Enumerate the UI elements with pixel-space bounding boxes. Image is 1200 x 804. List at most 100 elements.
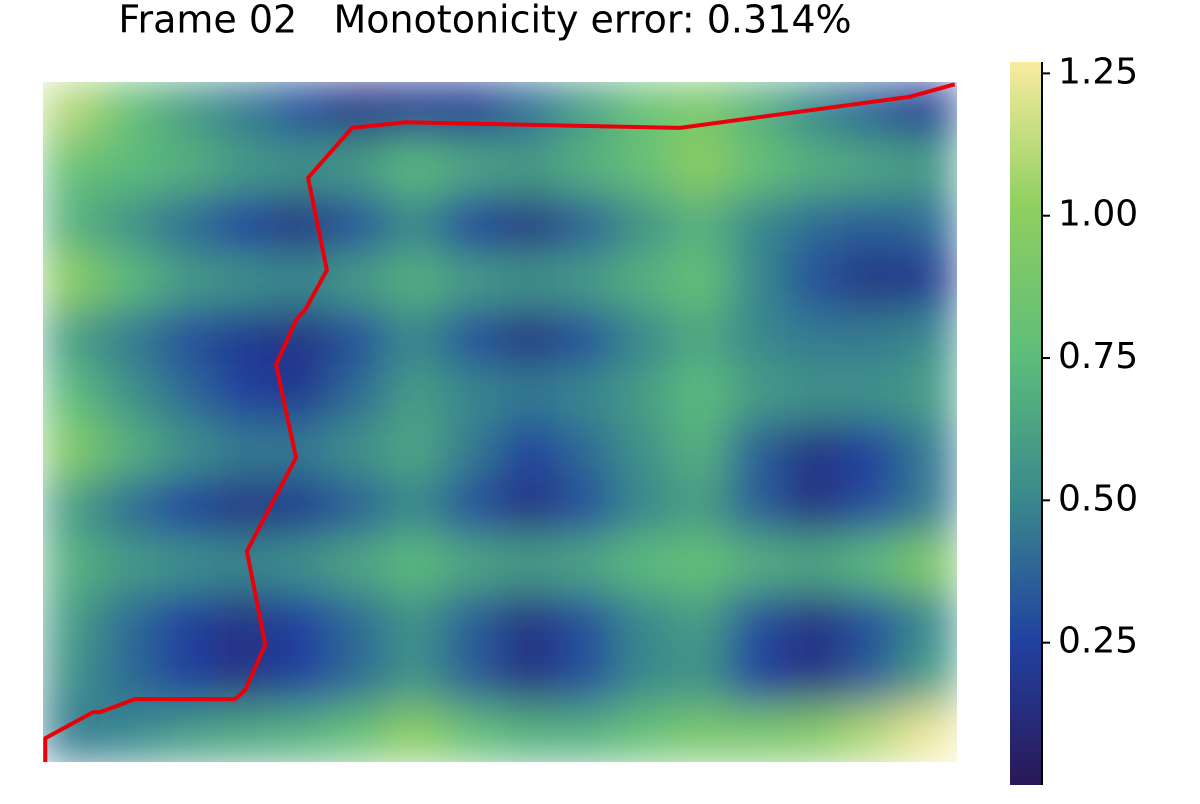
heatmap-cell: [671, 535, 729, 593]
heatmap-cell: [785, 478, 844, 536]
heatmap-cell: [43, 138, 101, 196]
colorbar-tick-label: 0.50: [1058, 478, 1138, 519]
heatmap-cell: [842, 705, 901, 762]
heatmap-cell: [214, 195, 272, 253]
heatmap-cell: [728, 592, 787, 650]
heatmap-cell: [842, 365, 901, 423]
heatmap-cell: [785, 648, 844, 706]
heatmap-cell: [442, 592, 501, 650]
heatmap-cell: [43, 422, 101, 480]
heatmap-cell: [842, 648, 901, 706]
heatmap-cell: [442, 365, 501, 423]
heatmap-cell: [500, 195, 558, 253]
heatmap-cell: [157, 138, 215, 196]
heatmap-cell: [899, 252, 957, 310]
heatmap-cell: [442, 82, 501, 140]
heatmap-cell: [157, 705, 215, 762]
heatmap-cell: [328, 648, 387, 706]
heatmap-cell: [214, 535, 272, 593]
heatmap-cell: [500, 422, 558, 480]
heatmap-cell: [385, 422, 444, 480]
heatmap-cell: [100, 535, 158, 593]
heatmap-cell: [500, 308, 558, 366]
heatmap-cell: [671, 308, 729, 366]
heatmap-cell: [728, 365, 787, 423]
heatmap-cell: [785, 308, 844, 366]
heatmap-cell: [385, 478, 444, 536]
heatmap-cell: [385, 308, 444, 366]
colorbar-tick-label: 1.00: [1058, 194, 1138, 235]
heatmap-cell: [614, 138, 672, 196]
heatmap-cell: [328, 422, 387, 480]
heatmap-cell: [842, 308, 901, 366]
heatmap-cell: [100, 82, 158, 140]
heatmap-cell: [728, 82, 787, 140]
heatmap-cell: [100, 365, 158, 423]
heatmap-cell: [671, 365, 729, 423]
heatmap-cell: [328, 82, 387, 140]
heatmap-cell: [157, 82, 215, 140]
heatmap-cell: [442, 535, 501, 593]
heatmap-cell: [157, 195, 215, 253]
heatmap-cell: [385, 535, 444, 593]
heatmap-cell: [557, 592, 615, 650]
heatmap-cell: [899, 195, 957, 253]
heatmap-cell: [271, 592, 330, 650]
heatmap-cell: [43, 252, 101, 310]
colorbar-tick-label: 1.25: [1058, 51, 1138, 92]
heatmap-cell: [442, 252, 501, 310]
heatmap-cell: [385, 82, 444, 140]
heatmap-cell: [328, 478, 387, 536]
heatmap-cell: [842, 535, 901, 593]
heatmap-cell: [557, 648, 615, 706]
heatmap-cell: [500, 365, 558, 423]
heatmap-cell: [671, 252, 729, 310]
heatmap-cell: [728, 478, 787, 536]
heatmap-cell: [614, 308, 672, 366]
heatmap-cell: [614, 478, 672, 536]
heatmap-cell: [100, 195, 158, 253]
heatmap-cell: [214, 422, 272, 480]
heatmap-cell: [785, 252, 844, 310]
heatmap-cell: [671, 138, 729, 196]
heatmap-cell: [899, 592, 957, 650]
heatmap-cell: [614, 195, 672, 253]
heatmap-cell: [43, 308, 101, 366]
heatmap-cell: [385, 592, 444, 650]
heatmap-cell: [157, 648, 215, 706]
heatmap-cell: [842, 252, 901, 310]
heatmap-cell: [214, 478, 272, 536]
heatmap-cell: [328, 535, 387, 593]
heatmap-cell: [214, 308, 272, 366]
heatmap-cell: [557, 138, 615, 196]
heatmap-cell: [899, 535, 957, 593]
heatmap-cell: [442, 648, 501, 706]
heatmap-cell: [557, 478, 615, 536]
heatmap-cell: [557, 705, 615, 762]
heatmap-cell: [842, 195, 901, 253]
heatmap-cell: [899, 705, 957, 762]
heatmap-cell: [728, 138, 787, 196]
heatmap-cell: [100, 252, 158, 310]
heatmap-cell: [728, 705, 787, 762]
heatmap-cell: [100, 422, 158, 480]
heatmap-cell: [500, 478, 558, 536]
heatmap-cell: [614, 592, 672, 650]
heatmap-cell: [671, 705, 729, 762]
heatmap-cell: [671, 82, 729, 140]
heatmap-cell: [328, 138, 387, 196]
heatmap-cell: [785, 138, 844, 196]
heatmap-cell: [899, 365, 957, 423]
heatmap-cell: [328, 365, 387, 423]
heatmap-cell: [899, 478, 957, 536]
heatmap-cell: [614, 648, 672, 706]
heatmap-cell: [728, 535, 787, 593]
heatmap-cell: [557, 308, 615, 366]
heatmap-cell: [500, 705, 558, 762]
heatmap-cell: [214, 648, 272, 706]
heatmap-cell: [43, 592, 101, 650]
heatmap-cell: [214, 252, 272, 310]
heatmap-cell: [43, 478, 101, 536]
heatmap-cell: [557, 195, 615, 253]
